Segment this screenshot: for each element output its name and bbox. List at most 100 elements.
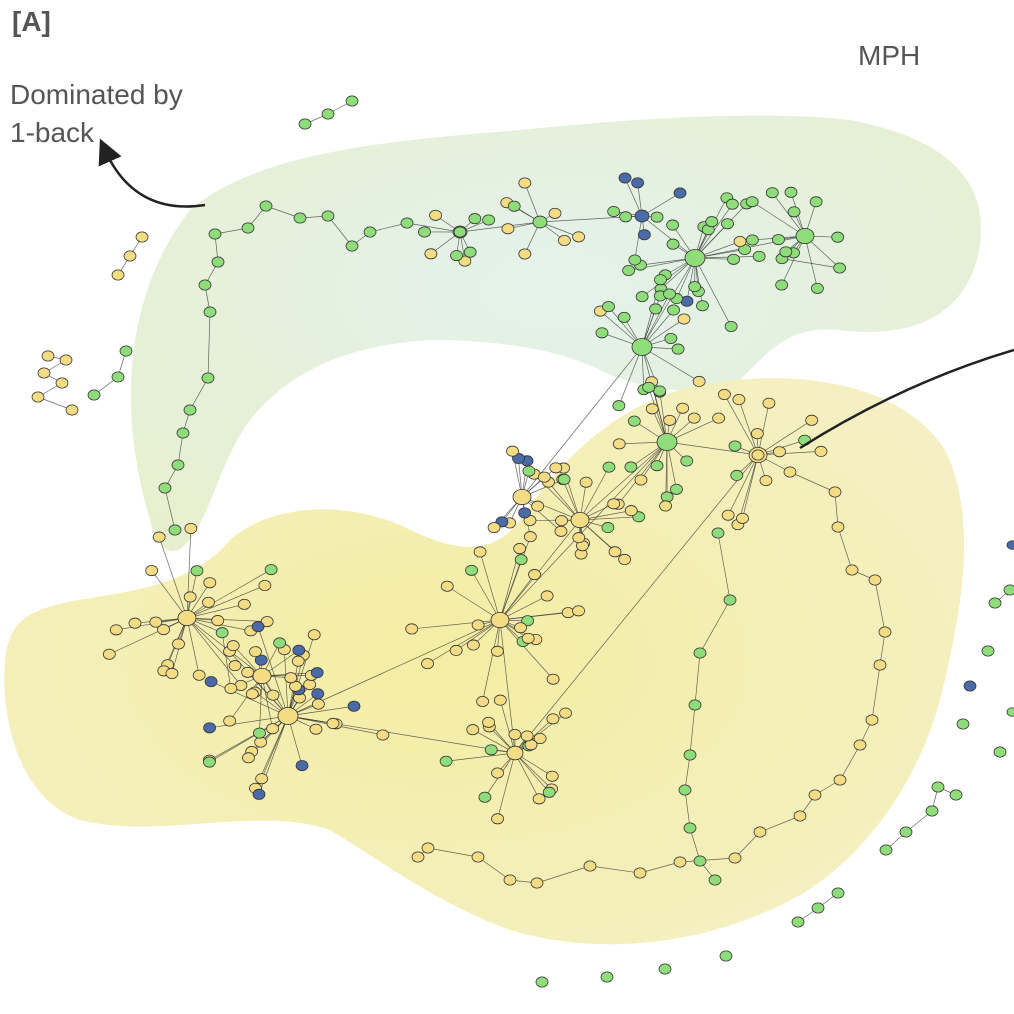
- node-yellow: [645, 403, 659, 415]
- network-edge: [471, 570, 501, 621]
- node-green: [725, 198, 739, 210]
- network-edge: [186, 585, 266, 619]
- node-green: [711, 527, 725, 539]
- node-yellow: [559, 707, 572, 719]
- node-yellow: [128, 617, 142, 629]
- network-edge: [482, 619, 501, 702]
- node-green: [745, 234, 759, 246]
- node-yellow: [440, 580, 454, 592]
- node-yellow: [828, 486, 842, 498]
- node-yellow: [570, 511, 590, 529]
- node-green: [176, 427, 190, 439]
- node-blue: [347, 700, 361, 712]
- node-green: [183, 404, 197, 416]
- network-edge: [717, 532, 731, 601]
- node-green: [879, 844, 893, 856]
- node-yellow: [255, 773, 269, 785]
- node-yellow: [202, 596, 215, 608]
- node-green: [468, 213, 482, 225]
- node-blue: [311, 688, 325, 700]
- network-edge: [186, 617, 236, 666]
- network-edge: [742, 454, 759, 519]
- node-yellow: [579, 476, 593, 488]
- node-yellow: [152, 531, 166, 543]
- network-edge: [579, 441, 668, 521]
- node-yellow: [421, 842, 435, 854]
- network-edge: [699, 599, 731, 654]
- node-yellow: [203, 577, 217, 589]
- node-yellow: [184, 522, 198, 534]
- node-yellow: [555, 515, 568, 527]
- node-blue: [204, 676, 218, 688]
- network-edge: [287, 619, 501, 717]
- node-yellow: [326, 717, 340, 729]
- node-green: [465, 564, 478, 576]
- node-yellow: [805, 414, 819, 426]
- node-green: [87, 389, 101, 401]
- network-edge: [427, 847, 479, 858]
- network-edge: [514, 752, 540, 799]
- cluster-label-mph: MPH: [858, 40, 921, 71]
- node-green: [683, 822, 697, 834]
- node-yellow: [493, 694, 507, 706]
- node-yellow: [518, 177, 532, 189]
- node-yellow: [633, 867, 647, 879]
- network-edge: [789, 471, 836, 493]
- node-yellow: [192, 669, 206, 681]
- node-green: [728, 440, 742, 452]
- node-green: [171, 459, 185, 471]
- node-green: [211, 256, 225, 268]
- node-yellow: [228, 660, 242, 672]
- node-green: [775, 279, 789, 291]
- node-green: [811, 902, 825, 914]
- node-green: [293, 212, 307, 224]
- node-green: [215, 627, 229, 639]
- node-yellow: [520, 730, 534, 742]
- node-blue: [203, 722, 216, 734]
- node-yellow: [183, 591, 197, 603]
- node-yellow: [491, 767, 504, 779]
- node-yellow: [252, 667, 272, 685]
- node-yellow: [490, 611, 510, 629]
- node-yellow: [634, 474, 648, 486]
- network-edge: [411, 619, 501, 630]
- network-edge: [186, 528, 192, 619]
- node-yellow: [506, 745, 524, 761]
- node-green: [721, 218, 734, 230]
- node-green: [321, 108, 335, 120]
- network-edge: [641, 293, 670, 348]
- node-yellow: [376, 729, 390, 741]
- node-blue: [292, 644, 306, 656]
- network-edge: [186, 617, 268, 622]
- node-blue: [637, 229, 651, 241]
- node-yellow: [109, 624, 123, 636]
- node-yellow: [111, 269, 125, 281]
- network-edge: [261, 715, 289, 779]
- node-yellow: [513, 543, 527, 555]
- node-yellow: [266, 689, 280, 701]
- node-yellow: [540, 590, 554, 602]
- node-green: [557, 473, 571, 485]
- node-yellow: [608, 546, 622, 558]
- node-yellow: [482, 716, 495, 728]
- node-yellow: [249, 646, 262, 658]
- node-green: [628, 254, 642, 266]
- node-yellow: [558, 235, 571, 247]
- network-edge: [781, 258, 840, 269]
- node-green: [439, 755, 453, 767]
- node-yellow: [291, 655, 305, 667]
- node-green: [202, 756, 216, 768]
- node-green: [678, 784, 692, 796]
- node-green: [635, 291, 649, 303]
- node-blue: [518, 507, 532, 519]
- node-green: [542, 786, 556, 798]
- node-green: [779, 246, 793, 258]
- node-yellow: [732, 394, 746, 406]
- network-edge: [839, 744, 861, 781]
- network-edge: [164, 487, 176, 531]
- node-yellow: [663, 414, 677, 426]
- node-yellow: [677, 313, 691, 325]
- network-edge: [871, 664, 881, 721]
- node-yellow: [532, 793, 546, 805]
- network-edge: [751, 201, 806, 237]
